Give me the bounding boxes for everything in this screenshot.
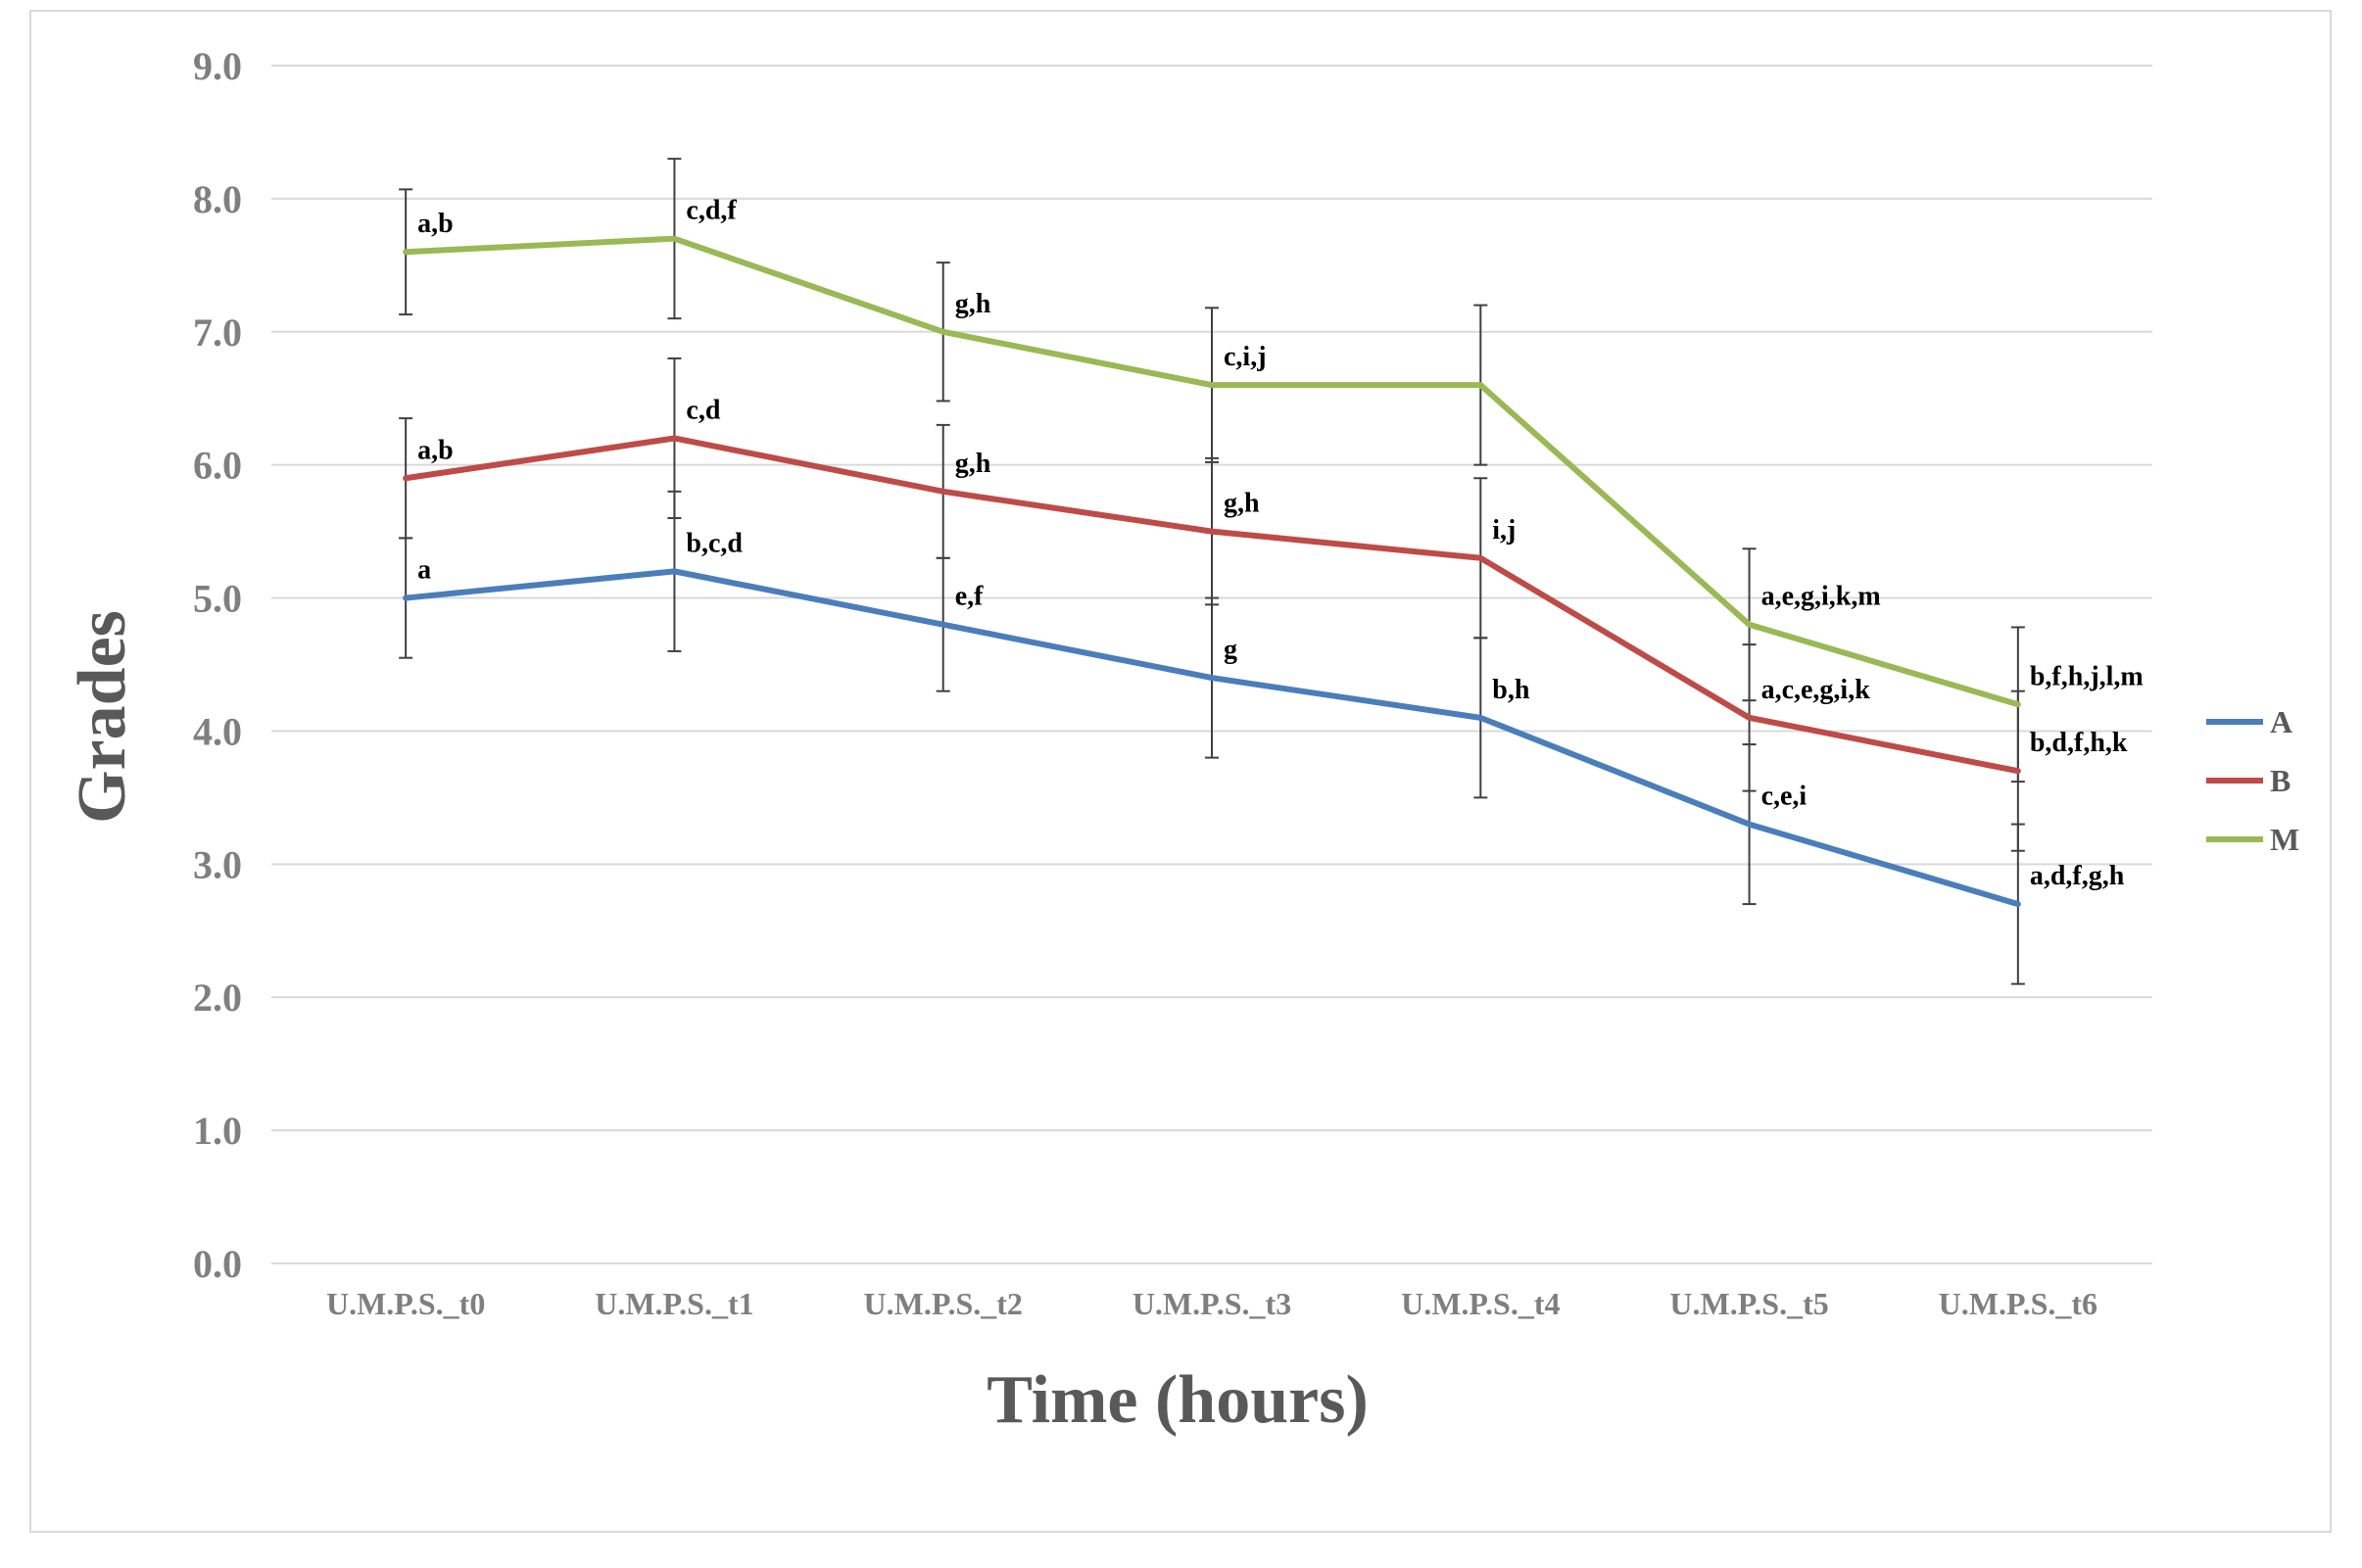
data-label-M: c,d,f (686, 196, 737, 226)
data-label-M: a,e,g,i,k,m (1761, 582, 1881, 612)
data-label-B: c,d (686, 395, 720, 425)
x-tick-label: U.M.P.S._t2 (864, 1286, 1023, 1321)
data-label-A: b,c,d (686, 528, 743, 558)
data-label-M: g,h (955, 289, 991, 319)
y-tick-label: 3.0 (193, 842, 242, 886)
x-tick-label: U.M.P.S._t4 (1401, 1286, 1560, 1321)
x-tick-label: U.M.P.S._t5 (1669, 1286, 1828, 1321)
y-axis-title: Grades (65, 610, 140, 824)
data-label-A: c,e,i (1761, 782, 1808, 812)
data-label-A: e,f (955, 582, 984, 612)
x-tick-label: U.M.P.S._t1 (595, 1286, 753, 1321)
error-bars (399, 158, 2025, 985)
data-label-A: b,h (1492, 675, 1530, 705)
legend-item-A: A (2206, 704, 2292, 739)
y-tick-label: 0.0 (193, 1242, 242, 1286)
line-chart: 0.0 1.0 2.0 3.0 4.0 5.0 6.0 7.0 8.0 9.0 U.M.P.S._… (65, 44, 2299, 1438)
point-labels: a b,c,d e,f g b,h c,e,i a,d,f,g,h a,b c,d g,h g,h i… (417, 196, 2144, 891)
series-line-M (403, 235, 2021, 708)
y-tick-label: 1.0 (193, 1109, 242, 1153)
data-label-A: a,d,f,g,h (2030, 861, 2125, 891)
data-label-B: g,h (1224, 489, 1260, 519)
series-lines (403, 235, 2021, 908)
data-label-A: g (1224, 635, 1237, 665)
legend-item-B: B (2206, 763, 2290, 798)
y-tick-label: 8.0 (193, 177, 242, 221)
data-label-M: a,b (417, 209, 454, 239)
y-tick-label: 2.0 (193, 975, 242, 1020)
y-tick-label: 4.0 (193, 709, 242, 753)
data-label-B: b,d,f,h,k (2030, 728, 2128, 758)
x-tick-labels: U.M.P.S._t0 U.M.P.S._t1 U.M.P.S._t2 U.M.P.S… (326, 1286, 2097, 1321)
data-label-B: a,c,e,g,i,k (1761, 675, 1871, 705)
y-tick-label: 5.0 (193, 577, 242, 621)
series-line-B (403, 435, 2021, 775)
y-tick-label: 9.0 (193, 44, 242, 88)
series-line-A (403, 568, 2021, 908)
x-tick-label: U.M.P.S._t0 (326, 1286, 485, 1321)
x-axis-title: Time (hours) (987, 1362, 1369, 1438)
data-label-M: b,f,h,j,l,m (2030, 661, 2144, 691)
y-tick-labels: 0.0 1.0 2.0 3.0 4.0 5.0 6.0 7.0 8.0 9.0 (193, 44, 242, 1286)
legend-label: A (2270, 704, 2292, 739)
data-label-M: c,i,j (1224, 342, 1267, 372)
data-label-B: g,h (955, 449, 991, 479)
legend: ABM (2206, 704, 2299, 857)
x-tick-label: U.M.P.S._t6 (1939, 1286, 2097, 1321)
y-tick-label: 7.0 (193, 310, 242, 355)
chart-frame: 0.0 1.0 2.0 3.0 4.0 5.0 6.0 7.0 8.0 9.0 U.M.P.S._… (29, 10, 2332, 1533)
legend-item-M: M (2206, 822, 2299, 857)
x-tick-label: U.M.P.S._t3 (1133, 1286, 1291, 1321)
legend-label: M (2270, 822, 2299, 857)
data-label-A: a (417, 555, 431, 586)
data-label-B: a,b (417, 435, 454, 465)
legend-label: B (2270, 763, 2290, 798)
data-label-B: i,j (1492, 515, 1516, 546)
y-tick-label: 6.0 (193, 444, 242, 488)
